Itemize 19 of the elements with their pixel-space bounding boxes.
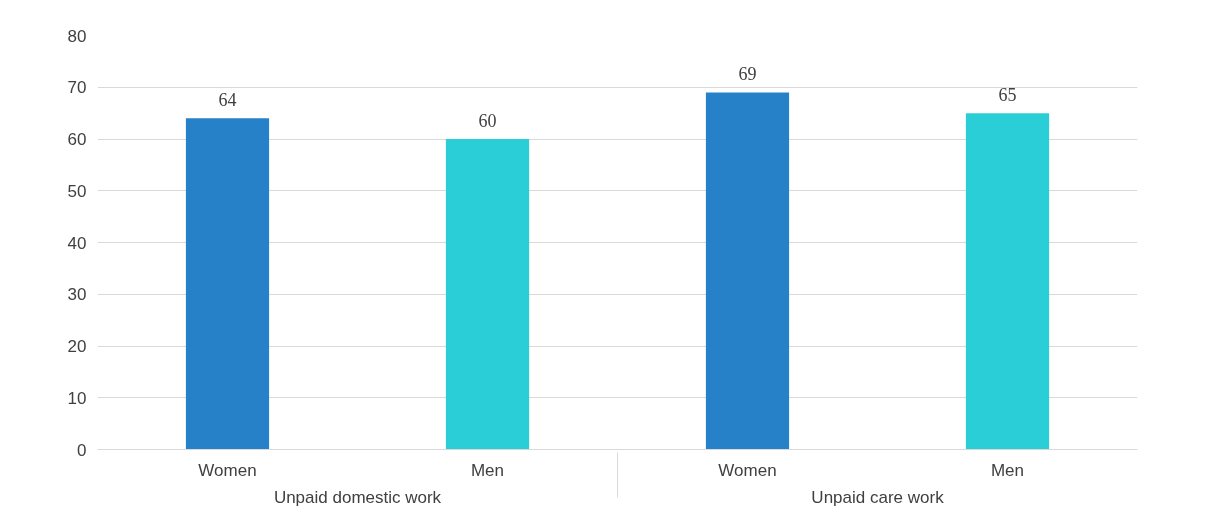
y-tick-label: 20	[67, 337, 87, 356]
x-tick-label: Women	[198, 460, 257, 480]
y-tick-label: 0	[77, 440, 87, 460]
x-tick-label: Men	[990, 460, 1025, 480]
y-tick-label: 80	[67, 26, 87, 46]
data-label: 64	[218, 90, 237, 111]
y-tick-label: 10	[67, 388, 87, 408]
text: Unpaid care work	[811, 487, 945, 507]
data-label: 69	[738, 64, 757, 85]
y-tick-label: 30	[67, 285, 87, 305]
text: Unpaid domestic work	[273, 487, 442, 507]
y-tick-label: 70	[67, 78, 87, 98]
y-tick-label: 50	[67, 181, 87, 201]
y-tick-label: 40	[67, 233, 87, 253]
data-label: 65	[998, 85, 1017, 106]
x-tick-label: Women	[718, 460, 777, 480]
x-tick-label: Men	[470, 460, 505, 480]
y-tick-label: 60	[67, 130, 87, 149]
data-label: 60	[478, 111, 497, 131]
